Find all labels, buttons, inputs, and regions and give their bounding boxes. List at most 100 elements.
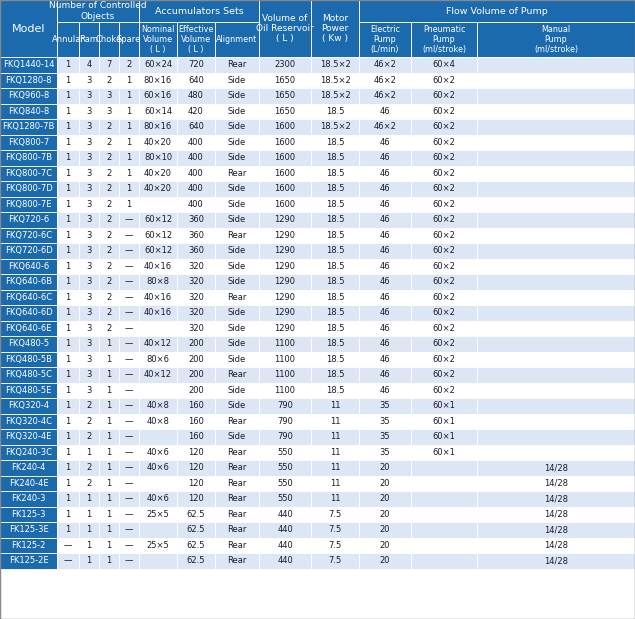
Text: Choke: Choke (96, 35, 122, 44)
Bar (139, 259, 177, 274)
Bar (477, 196, 635, 212)
Bar (99, 475, 119, 491)
Text: 18.5: 18.5 (326, 308, 344, 318)
Text: 2: 2 (107, 231, 112, 240)
Text: 62.5: 62.5 (187, 541, 205, 550)
Text: 2: 2 (86, 401, 91, 410)
Bar (477, 212, 635, 228)
Text: 7: 7 (106, 60, 112, 69)
Bar (139, 88, 177, 103)
Text: 60×2: 60×2 (432, 91, 455, 100)
Bar (411, 429, 477, 444)
Text: 550: 550 (277, 448, 293, 457)
Bar (411, 228, 477, 243)
Bar (359, 259, 411, 274)
Bar (259, 398, 311, 413)
Text: 1: 1 (107, 478, 112, 488)
Text: 1100: 1100 (274, 355, 295, 364)
Bar (57, 150, 79, 165)
Text: —: — (125, 339, 133, 348)
Text: 1: 1 (65, 231, 70, 240)
Bar (139, 413, 177, 429)
Text: 14/28: 14/28 (544, 463, 568, 472)
Text: 46: 46 (380, 293, 391, 301)
Text: Side: Side (228, 215, 246, 224)
Bar (99, 336, 119, 352)
Text: 18.5×2: 18.5×2 (319, 76, 351, 85)
Text: Side: Side (228, 154, 246, 162)
Text: 80×8: 80×8 (147, 277, 170, 286)
Text: 1: 1 (126, 91, 131, 100)
Text: 1: 1 (65, 432, 70, 441)
Text: 1: 1 (126, 106, 131, 116)
Bar (79, 460, 99, 475)
Bar (259, 88, 311, 103)
Bar (119, 181, 139, 196)
Bar (311, 119, 359, 134)
Bar (139, 305, 177, 321)
Bar (411, 243, 477, 259)
Bar (477, 103, 635, 119)
Text: 1: 1 (65, 308, 70, 318)
Bar (311, 491, 359, 506)
Text: 1: 1 (65, 76, 70, 85)
Text: Rear: Rear (227, 478, 246, 488)
Text: 2: 2 (107, 200, 112, 209)
Bar (359, 352, 411, 367)
Text: —: — (64, 556, 72, 565)
Bar (411, 305, 477, 321)
Text: 18.5: 18.5 (326, 277, 344, 286)
Bar (119, 274, 139, 290)
Bar (359, 0, 635, 22)
Bar (0, 165, 57, 181)
Bar (139, 383, 177, 398)
Text: 18.5: 18.5 (326, 324, 344, 333)
Text: 1100: 1100 (274, 339, 295, 348)
Bar (57, 321, 79, 336)
Bar (119, 352, 139, 367)
Text: 1600: 1600 (274, 184, 295, 193)
Bar (57, 72, 79, 88)
Text: 7.5: 7.5 (328, 526, 342, 534)
Bar (477, 537, 635, 553)
Text: 46: 46 (380, 339, 391, 348)
Bar (139, 444, 177, 460)
Bar (0, 506, 57, 522)
Text: 1: 1 (65, 106, 70, 116)
Bar (259, 150, 311, 165)
Text: 62.5: 62.5 (187, 526, 205, 534)
Bar (259, 259, 311, 274)
Text: 640: 640 (188, 76, 204, 85)
Bar (359, 444, 411, 460)
Bar (79, 228, 99, 243)
Bar (215, 398, 259, 413)
Bar (79, 367, 99, 383)
Bar (311, 398, 359, 413)
Bar (119, 119, 139, 134)
Text: 1: 1 (65, 91, 70, 100)
Text: 1: 1 (86, 510, 91, 519)
Bar (79, 88, 99, 103)
Bar (259, 274, 311, 290)
Bar (0, 274, 57, 290)
Text: 35: 35 (380, 417, 391, 426)
Bar (311, 367, 359, 383)
Text: 60×1: 60×1 (432, 401, 455, 410)
Text: FKQ720-6: FKQ720-6 (8, 215, 49, 224)
Text: 46: 46 (380, 231, 391, 240)
Text: 1: 1 (86, 448, 91, 457)
Text: FKQ1280-8: FKQ1280-8 (5, 76, 51, 85)
Bar (215, 22, 259, 57)
Bar (215, 413, 259, 429)
Bar (0, 0, 57, 57)
Bar (119, 134, 139, 150)
Bar (177, 212, 215, 228)
Bar (99, 22, 119, 57)
Bar (57, 103, 79, 119)
Bar (79, 553, 99, 568)
Text: 3: 3 (86, 184, 91, 193)
Text: 480: 480 (188, 91, 204, 100)
Bar (139, 367, 177, 383)
Bar (259, 336, 311, 352)
Text: 1: 1 (86, 494, 91, 503)
